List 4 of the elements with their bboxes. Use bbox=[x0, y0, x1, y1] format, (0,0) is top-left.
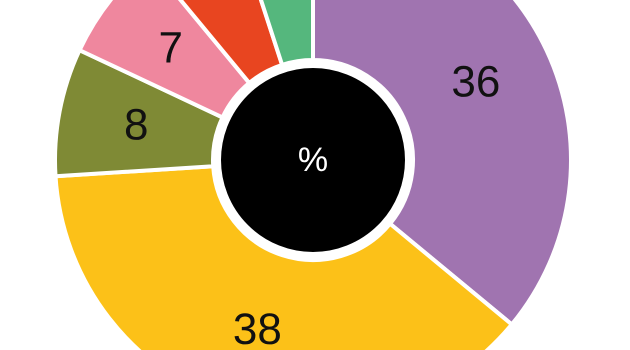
data-label: 36 bbox=[451, 57, 500, 106]
data-label: 7 bbox=[158, 24, 184, 73]
data-label: 8 bbox=[124, 100, 148, 150]
data-label: 38 bbox=[232, 305, 282, 350]
